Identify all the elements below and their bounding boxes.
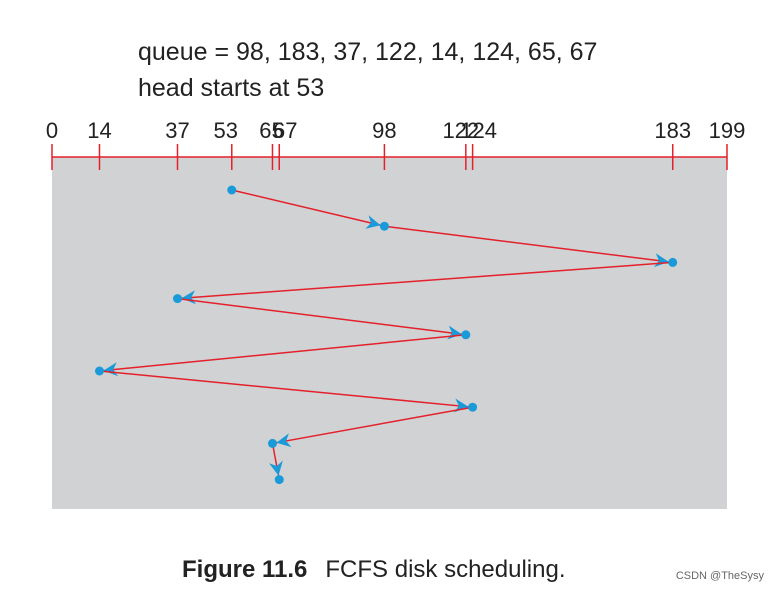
head-position-point bbox=[274, 475, 284, 485]
head-position-point bbox=[668, 257, 678, 267]
figure-title: FCFS disk scheduling. bbox=[325, 556, 566, 583]
head-move-segment bbox=[103, 334, 466, 377]
head-move-segment bbox=[181, 261, 673, 305]
axis-tick-label: 67 bbox=[273, 118, 297, 143]
axis-tick-label: 0 bbox=[46, 118, 58, 143]
head-move-segment bbox=[99, 370, 469, 413]
queue-line: queue = 98, 183, 37, 122, 14, 124, 65, 6… bbox=[138, 38, 598, 66]
head-move-segment bbox=[269, 443, 283, 476]
head-position-point bbox=[94, 366, 104, 376]
diagram-panel bbox=[52, 157, 727, 509]
watermark: CSDN @TheSysy bbox=[675, 570, 764, 582]
axis-tick-label: 65 bbox=[259, 118, 283, 143]
axis-tick-label: 98 bbox=[372, 118, 396, 143]
head-positions bbox=[94, 185, 678, 485]
axis-tick-label: 53 bbox=[214, 118, 238, 143]
header: queue = 98, 183, 37, 122, 14, 124, 65, 6… bbox=[138, 34, 597, 106]
axis-tick-label: 14 bbox=[87, 118, 111, 143]
head-path bbox=[99, 189, 673, 476]
head-start-line: head starts at 53 bbox=[138, 74, 325, 102]
figure-caption: Figure 11.6 FCFS disk scheduling. bbox=[182, 556, 565, 584]
head-move-segment bbox=[177, 297, 462, 340]
axis-ticks bbox=[51, 144, 728, 170]
head-position-point bbox=[267, 438, 277, 448]
axis-tick-label: 122 bbox=[442, 118, 479, 143]
head-position-point bbox=[461, 330, 471, 340]
figure-label: Figure 11.6 bbox=[182, 556, 308, 583]
head-position-point bbox=[468, 402, 478, 412]
head-move-segment bbox=[384, 225, 669, 268]
axis-tick-label: 124 bbox=[460, 118, 497, 143]
axis-tick-label: 199 bbox=[709, 118, 746, 143]
head-position-point bbox=[379, 221, 389, 231]
head-move-segment bbox=[231, 189, 381, 229]
head-move-segment bbox=[276, 406, 473, 448]
head-position-point bbox=[173, 294, 183, 304]
head-position-point bbox=[227, 185, 237, 195]
axis-tick-label: 183 bbox=[654, 118, 691, 143]
axis-tick-label: 37 bbox=[165, 118, 189, 143]
